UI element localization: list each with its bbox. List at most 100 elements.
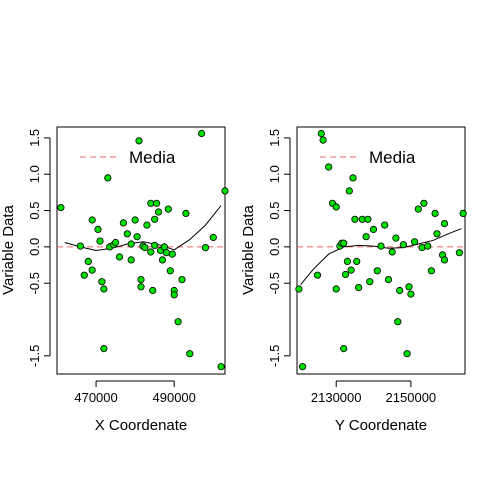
data-point — [168, 250, 176, 258]
data-point — [424, 242, 432, 250]
data-point — [143, 221, 151, 229]
data-point — [198, 129, 206, 138]
y-tick-label: -0.5 — [267, 272, 282, 294]
data-point — [369, 225, 378, 233]
data-point — [431, 209, 439, 217]
y-axis: -1.5 -0.5 0.0 0.5 1.0 1.5 — [27, 129, 51, 367]
data-point — [362, 233, 370, 241]
data-point — [151, 241, 159, 249]
data-point — [459, 209, 467, 217]
data-point — [345, 187, 353, 195]
data-point — [347, 266, 355, 274]
y-tick-label: 1.5 — [267, 129, 282, 147]
data-point — [151, 215, 159, 223]
data-point — [133, 233, 141, 241]
x-axis: 470000 490000 — [74, 380, 196, 405]
data-point — [115, 253, 124, 261]
data-point — [440, 256, 449, 264]
data-point — [341, 270, 350, 279]
data-point — [410, 238, 419, 246]
data-point — [373, 267, 381, 275]
data-point — [76, 242, 85, 250]
data-point — [403, 350, 411, 358]
data-point — [104, 174, 112, 182]
plot-frame — [296, 126, 466, 375]
data-point — [137, 283, 145, 291]
data-point — [88, 216, 96, 224]
data-point — [381, 221, 389, 229]
data-point — [131, 216, 139, 224]
x-axis: 2130000 2150000 — [311, 380, 437, 405]
data-point — [414, 205, 422, 213]
data-point — [340, 239, 348, 247]
smooth-trend-line — [64, 205, 222, 252]
data-point — [178, 275, 186, 284]
y-axis-title: Variable Data — [0, 204, 17, 294]
y-tick-label: -1.5 — [27, 345, 42, 367]
y-tick-label: 0.5 — [27, 202, 42, 220]
data-point — [186, 350, 194, 358]
data-point — [455, 249, 463, 257]
x-tick-label: 470000 — [74, 390, 117, 405]
data-point — [396, 286, 404, 295]
data-point — [174, 318, 182, 326]
panel-y-coordenate: Media 2130000 2150000 -1.5 -0.5 0.0 0.5 1.0 1.… — [240, 126, 467, 434]
data-point — [94, 225, 102, 233]
points-layer — [295, 129, 467, 371]
data-point — [149, 286, 157, 295]
points-layer — [57, 129, 229, 371]
data-point — [298, 363, 307, 371]
data-point — [319, 136, 327, 144]
data-point — [221, 187, 229, 195]
y-tick-label: 1.5 — [27, 129, 42, 147]
data-point — [100, 285, 108, 293]
data-point — [325, 163, 333, 171]
y-tick-label: 0.0 — [267, 238, 282, 256]
data-point — [399, 241, 407, 249]
x-tick-label: 490000 — [153, 390, 196, 405]
data-point — [377, 242, 385, 250]
x-axis-title: X Coordenate — [95, 417, 188, 434]
data-point — [141, 244, 149, 252]
data-point — [98, 278, 106, 286]
data-point — [340, 344, 348, 353]
data-point — [392, 234, 400, 242]
data-point — [112, 238, 120, 247]
data-point — [84, 257, 92, 265]
data-point — [127, 240, 135, 248]
x-tick-label: 2150000 — [386, 390, 437, 405]
y-tick-label: 0.0 — [27, 238, 42, 256]
data-point — [388, 248, 396, 256]
data-point — [80, 271, 88, 279]
data-point — [170, 291, 178, 299]
data-point — [405, 283, 413, 291]
data-point — [364, 215, 372, 223]
x-axis-title: Y Coordenate — [335, 417, 427, 434]
data-point — [162, 249, 170, 257]
x-tick-label: 2130000 — [311, 390, 362, 405]
data-point — [166, 267, 174, 275]
data-point — [158, 256, 167, 264]
data-point — [317, 129, 325, 138]
data-point — [353, 257, 361, 265]
legend-label: Media — [369, 148, 416, 167]
data-point — [349, 174, 357, 182]
data-point — [217, 363, 225, 371]
data-point — [332, 203, 340, 211]
y-tick-label: -0.5 — [27, 272, 42, 294]
data-point — [295, 285, 303, 293]
data-point — [351, 215, 359, 223]
y-tick-label: -1.5 — [267, 345, 282, 367]
data-point — [135, 137, 143, 145]
data-point — [123, 230, 131, 238]
data-point — [201, 244, 210, 252]
legend-label: Media — [129, 148, 176, 167]
data-point — [153, 199, 161, 207]
data-point — [332, 285, 340, 293]
y-tick-label: 0.5 — [267, 202, 282, 220]
data-point — [343, 257, 351, 265]
data-point — [147, 248, 155, 256]
data-point — [384, 275, 393, 284]
